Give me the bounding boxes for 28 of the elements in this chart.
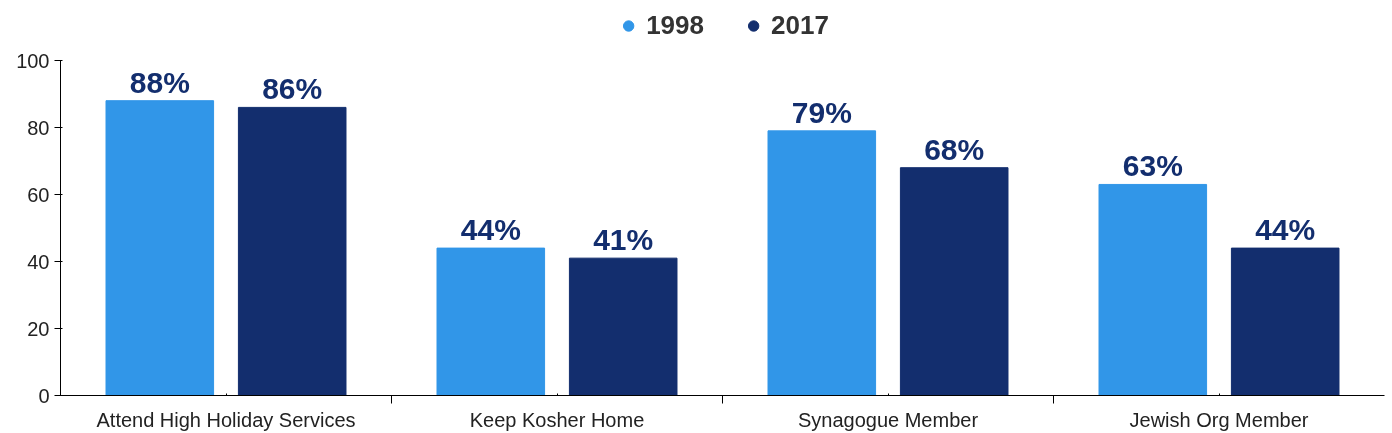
data-label: 88% (129, 65, 190, 99)
data-label: 86% (262, 72, 323, 106)
bar (105, 100, 215, 396)
data-label: 44% (460, 213, 521, 247)
bar (1230, 247, 1340, 396)
y-tick-label: 0 (38, 384, 50, 407)
y-tick-label: 20 (27, 317, 50, 340)
bar (568, 257, 678, 396)
bar (1098, 183, 1208, 396)
x-tick-label: Synagogue Member (797, 408, 979, 431)
legend-label: 1998 (646, 9, 704, 41)
y-tick-label: 40 (27, 250, 50, 273)
data-label: 68% (924, 132, 985, 166)
x-tick-label: Attend High Holiday Services (96, 408, 356, 431)
data-label: 44% (1255, 213, 1316, 247)
bar (436, 247, 546, 396)
bar (767, 130, 877, 396)
y-tick-label: 100 (16, 49, 50, 72)
data-label: 41% (593, 223, 654, 257)
bar (237, 106, 347, 396)
legend-label: 2017 (771, 9, 829, 41)
x-tick-label: Keep Kosher Home (469, 408, 645, 431)
data-label: 79% (791, 95, 852, 129)
x-tick-label: Jewish Org Member (1129, 408, 1309, 431)
data-label: 63% (1122, 149, 1183, 183)
y-tick-label: 60 (27, 183, 50, 206)
bar (899, 167, 1009, 396)
y-tick-label: 80 (27, 116, 50, 139)
